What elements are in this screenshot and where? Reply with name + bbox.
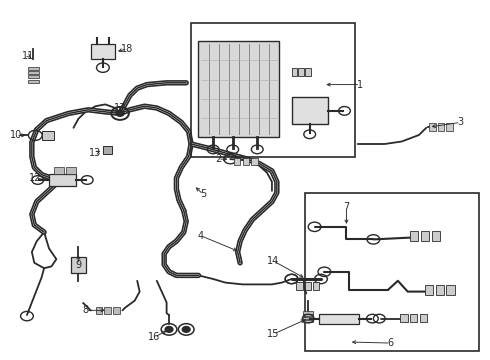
Bar bbox=[446, 123, 453, 131]
Text: 18: 18 bbox=[122, 44, 133, 54]
Bar bbox=[303, 311, 313, 314]
Bar bbox=[425, 285, 433, 295]
Circle shape bbox=[165, 327, 173, 332]
Bar bbox=[438, 123, 444, 131]
Bar bbox=[305, 68, 311, 76]
Bar bbox=[292, 68, 297, 76]
Bar bbox=[420, 314, 427, 322]
Bar bbox=[96, 307, 102, 314]
Bar bbox=[91, 44, 115, 59]
Text: 15: 15 bbox=[267, 329, 280, 339]
Bar bbox=[113, 307, 120, 314]
Text: 14: 14 bbox=[268, 256, 280, 266]
Bar bbox=[305, 193, 479, 351]
Bar bbox=[432, 231, 440, 241]
Bar bbox=[103, 146, 112, 154]
Bar bbox=[319, 314, 359, 324]
Bar bbox=[28, 67, 39, 70]
Text: 5: 5 bbox=[200, 189, 206, 199]
Bar bbox=[429, 123, 436, 131]
Bar bbox=[303, 314, 313, 316]
Bar bbox=[28, 71, 39, 74]
Bar bbox=[54, 167, 64, 174]
Bar bbox=[298, 68, 304, 76]
Text: 16: 16 bbox=[148, 332, 161, 342]
Text: 17: 17 bbox=[114, 103, 126, 113]
Text: 7: 7 bbox=[343, 202, 349, 212]
Bar bbox=[410, 231, 418, 241]
Text: 11: 11 bbox=[23, 51, 34, 61]
Text: 3: 3 bbox=[458, 117, 464, 127]
Bar bbox=[303, 317, 313, 319]
Bar bbox=[446, 285, 455, 295]
Bar bbox=[410, 314, 417, 322]
Bar bbox=[104, 307, 111, 314]
Text: 6: 6 bbox=[388, 338, 393, 348]
Circle shape bbox=[116, 111, 124, 116]
Bar bbox=[49, 174, 76, 186]
Text: 8: 8 bbox=[83, 305, 89, 315]
Bar bbox=[28, 75, 39, 78]
Bar bbox=[296, 282, 303, 290]
Circle shape bbox=[182, 327, 190, 332]
Bar bbox=[42, 131, 54, 140]
Bar bbox=[28, 80, 39, 83]
Bar bbox=[436, 285, 444, 295]
Bar bbox=[292, 97, 328, 124]
Bar bbox=[400, 314, 408, 322]
Bar bbox=[305, 282, 311, 290]
Text: 1: 1 bbox=[357, 80, 363, 90]
Text: 13: 13 bbox=[89, 148, 102, 158]
Bar bbox=[243, 158, 249, 165]
Bar bbox=[71, 257, 86, 273]
Bar bbox=[251, 158, 258, 165]
Bar bbox=[198, 41, 279, 137]
Text: 4: 4 bbox=[198, 231, 204, 241]
Bar bbox=[66, 167, 76, 174]
Bar bbox=[191, 23, 355, 157]
Text: 10: 10 bbox=[10, 130, 23, 140]
Bar bbox=[234, 158, 240, 165]
Bar bbox=[303, 320, 313, 322]
Text: 2: 2 bbox=[215, 154, 221, 164]
Bar bbox=[421, 231, 429, 241]
Text: 12: 12 bbox=[29, 173, 42, 183]
Bar bbox=[313, 282, 319, 290]
Text: 9: 9 bbox=[75, 260, 81, 270]
